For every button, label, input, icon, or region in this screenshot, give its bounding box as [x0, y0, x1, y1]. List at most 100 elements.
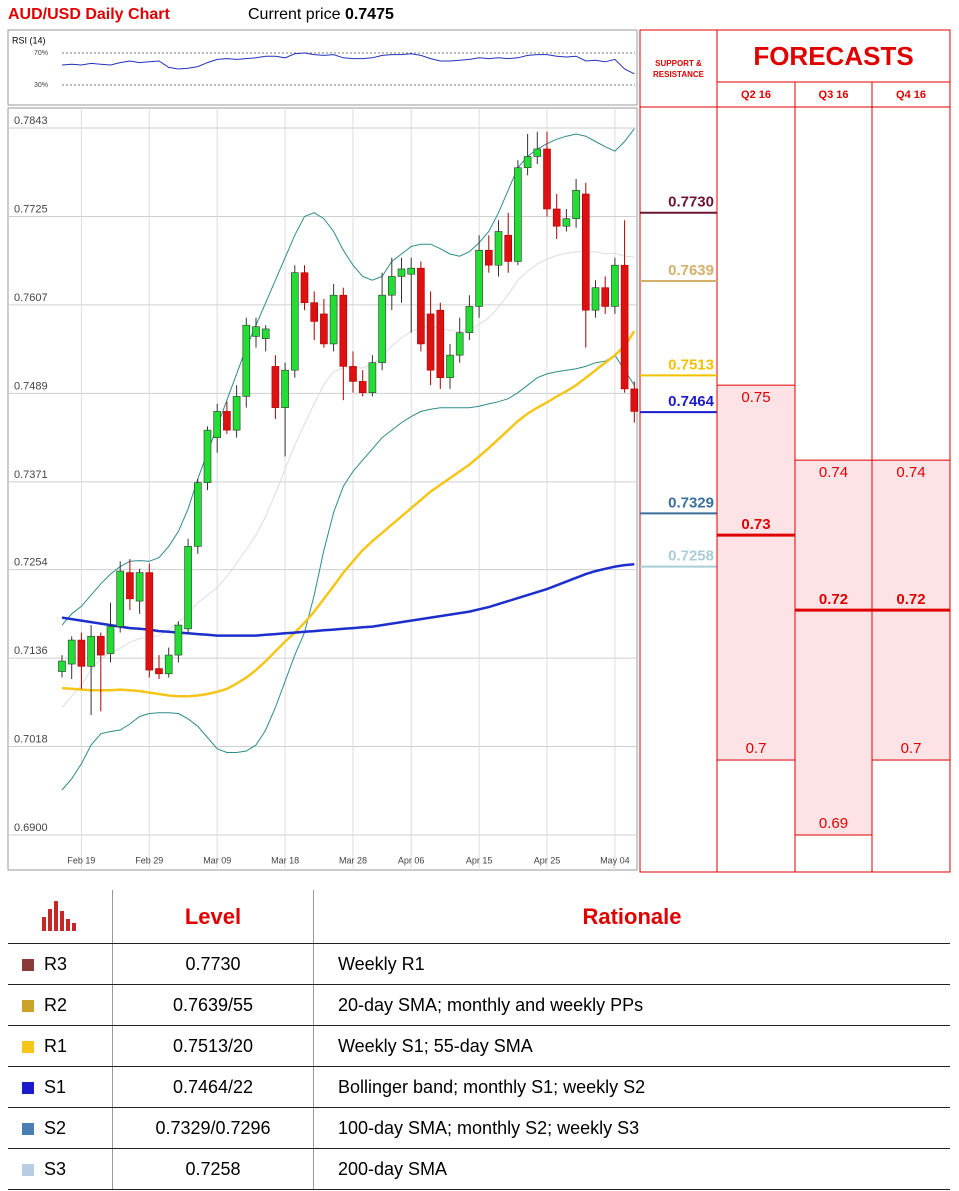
level-name-cell: R1	[8, 1025, 113, 1067]
level-swatch	[22, 958, 34, 971]
level-name: S3	[44, 1158, 67, 1179]
candle-body	[611, 264, 619, 307]
current-price-label: Current price	[248, 6, 341, 23]
candle-body	[58, 660, 66, 672]
rationale: Weekly S1; 55-day SMA	[313, 1025, 950, 1067]
candle-body	[630, 388, 639, 412]
support-title: SUPPORT & RESISTANCE	[653, 58, 704, 79]
table-row: S2 0.7329/0.7296 100-day SMA; monthly S2; …	[8, 1107, 950, 1149]
y-tick-label: 0.7725	[14, 203, 48, 215]
bars-icon	[42, 900, 76, 931]
candle-body	[475, 249, 483, 307]
rationale: 100-day SMA; monthly S2; weekly S3	[313, 1107, 950, 1149]
forecast-low: 0.69	[819, 815, 848, 832]
candle-body	[514, 167, 522, 262]
level-name-cell: S3	[8, 1148, 113, 1190]
rationale: 20-day SMA; monthly and weekly PPs	[313, 984, 950, 1026]
candle-body	[455, 332, 464, 356]
candle-body	[387, 276, 396, 296]
level-swatch	[22, 1081, 34, 1094]
candle-body	[252, 326, 260, 337]
table-row: R2 0.7639/55 20-day SMA; monthly and weekl…	[8, 984, 950, 1026]
overlay-line	[61, 128, 635, 626]
table-row: R1 0.7513/20 Weekly S1; 55-day SMA	[8, 1025, 950, 1067]
candle-body	[358, 381, 367, 393]
overlay-line	[61, 563, 635, 637]
x-tick-label: Mar 28	[339, 855, 367, 865]
level-name: S2	[44, 1117, 67, 1138]
x-tick-label: Mar 09	[203, 855, 231, 865]
candle-body	[407, 267, 416, 275]
level-name: R1	[44, 1035, 68, 1056]
candle-body	[417, 267, 425, 345]
level-name: R2	[44, 994, 68, 1015]
y-tick-label: 0.6900	[14, 822, 48, 834]
chart-area: AUD/USD Daily Chart Current price 0.7475…	[7, 6, 951, 873]
level-name-cell: R2	[8, 984, 113, 1026]
level-label: 0.7639	[668, 262, 714, 279]
candle-body	[494, 231, 503, 266]
candle-body	[310, 302, 319, 322]
y-tick-label: 0.7843	[14, 115, 48, 127]
candle-body	[213, 411, 221, 438]
candle-body	[97, 636, 105, 656]
candle-body	[174, 624, 183, 656]
candle-body	[552, 208, 561, 227]
x-tick-label: Apr 06	[398, 855, 425, 865]
candle-body	[378, 294, 386, 363]
candle-body	[446, 354, 454, 378]
candle-body	[504, 234, 513, 262]
rsi-frame	[7, 29, 638, 106]
forecast-range	[716, 384, 796, 761]
level-name-cell: S2	[8, 1107, 113, 1149]
level-label: 0.7258	[668, 548, 714, 565]
candle-body	[232, 396, 241, 431]
level-swatch	[22, 999, 34, 1012]
current-price: Current price 0.7475	[248, 6, 394, 23]
candle-body	[591, 287, 600, 311]
level-swatch	[22, 1122, 34, 1135]
level-name: R3	[44, 953, 68, 974]
level-value: 0.7464/22	[112, 1066, 314, 1108]
candle-body	[329, 294, 338, 345]
candle-body	[106, 626, 115, 654]
level-value: 0.7329/0.7296	[112, 1107, 314, 1149]
main-frame	[7, 107, 638, 871]
candle-body	[533, 148, 542, 157]
candle-body	[87, 636, 95, 667]
quarter-label: Q2 16	[741, 89, 771, 101]
candle-body	[126, 572, 134, 600]
candle-body	[184, 546, 192, 630]
candle-body	[572, 189, 580, 220]
forecast-mid-label: 0.72	[896, 591, 925, 608]
x-tick-label: May 04	[600, 855, 630, 865]
levels-table: Level Rationale R3 0.7730 Weekly R1 R2 0.763…	[8, 890, 950, 1190]
level-name-cell: R3	[8, 943, 113, 985]
candle-body	[261, 328, 270, 339]
overlay-line	[61, 251, 635, 708]
page-title: AUD/USD Daily Chart	[8, 6, 170, 23]
candle-body	[281, 369, 289, 408]
candle-body	[116, 570, 124, 627]
forecast-high: 0.75	[741, 389, 770, 406]
table-header: Level Rationale	[8, 890, 950, 944]
table-row: R3 0.7730 Weekly R1	[8, 943, 950, 985]
rsi-title: RSI (14)	[12, 35, 46, 45]
y-tick-label: 0.7371	[14, 469, 48, 481]
candle-body	[271, 366, 280, 408]
y-tick-label: 0.7136	[14, 645, 48, 657]
header-cell: Level	[112, 890, 314, 944]
x-tick-label: Feb 29	[135, 855, 163, 865]
candle-body	[145, 572, 154, 671]
forecast-high: 0.74	[896, 464, 925, 481]
header-cell: Rationale	[313, 890, 950, 944]
overlay-line	[61, 330, 636, 698]
candle-body	[290, 272, 299, 371]
rsi-line	[61, 52, 635, 75]
current-price-value: 0.7475	[345, 6, 394, 23]
candle-body	[581, 193, 590, 311]
candle-body	[620, 264, 629, 390]
level-swatch	[22, 1040, 34, 1053]
x-tick-label: Mar 18	[271, 855, 299, 865]
forecast-mid-label: 0.72	[819, 591, 848, 608]
